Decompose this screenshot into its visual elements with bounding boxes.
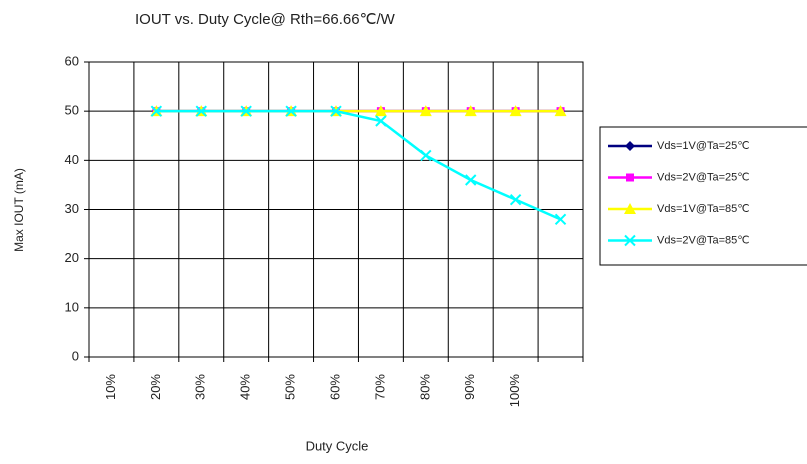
marker <box>375 115 387 127</box>
marker <box>420 149 432 162</box>
x-tick-label: 100% <box>507 374 522 408</box>
y-tick-label: 60 <box>65 53 79 68</box>
legend-label: Vds=1V@Ta=25℃ <box>657 140 750 152</box>
marker <box>285 105 297 117</box>
marker <box>195 105 207 117</box>
marker <box>626 173 634 182</box>
y-tick-label: 50 <box>65 103 79 118</box>
marker <box>554 213 567 226</box>
x-tick-label: 80% <box>417 374 432 400</box>
x-tick-label: 20% <box>148 374 163 400</box>
y-tick-label: 20 <box>65 250 79 265</box>
legend-label: Vds=1V@Ta=85℃ <box>657 203 750 215</box>
marker <box>624 203 636 214</box>
x-axis-label: Duty Cycle <box>306 438 369 453</box>
x-tick-label: 60% <box>327 374 342 400</box>
x-tick-label: 10% <box>103 374 118 400</box>
y-tick-label: 10 <box>65 299 79 314</box>
marker <box>419 105 432 117</box>
marker <box>330 105 342 117</box>
marker <box>509 193 522 206</box>
x-tick-label: 50% <box>283 374 298 400</box>
marker <box>150 105 163 117</box>
x-tick-label: 70% <box>372 374 387 400</box>
marker <box>464 105 477 117</box>
series-line <box>156 109 562 221</box>
marker <box>374 105 387 117</box>
marker <box>625 141 635 151</box>
marker <box>624 234 636 247</box>
y-tick-label: 40 <box>65 152 79 167</box>
y-axis-label: Max IOUT (mA) <box>12 168 26 252</box>
chart-title: IOUT vs. Duty Cycle@ Rth=66.66℃/W <box>135 11 396 28</box>
x-tick-label: 90% <box>462 374 477 400</box>
legend-label: Vds=2V@Ta=25℃ <box>657 171 750 183</box>
x-tick-label: 40% <box>238 374 253 400</box>
x-tick-label: 30% <box>193 374 208 400</box>
y-tick-label: 30 <box>65 201 79 216</box>
marker <box>240 105 252 117</box>
marker <box>465 174 477 186</box>
marker <box>554 105 567 117</box>
legend-box <box>599 126 807 266</box>
legend-label: Vds=2V@Ta=85℃ <box>657 234 750 246</box>
y-tick-label: 0 <box>72 348 79 363</box>
marker <box>509 105 522 117</box>
